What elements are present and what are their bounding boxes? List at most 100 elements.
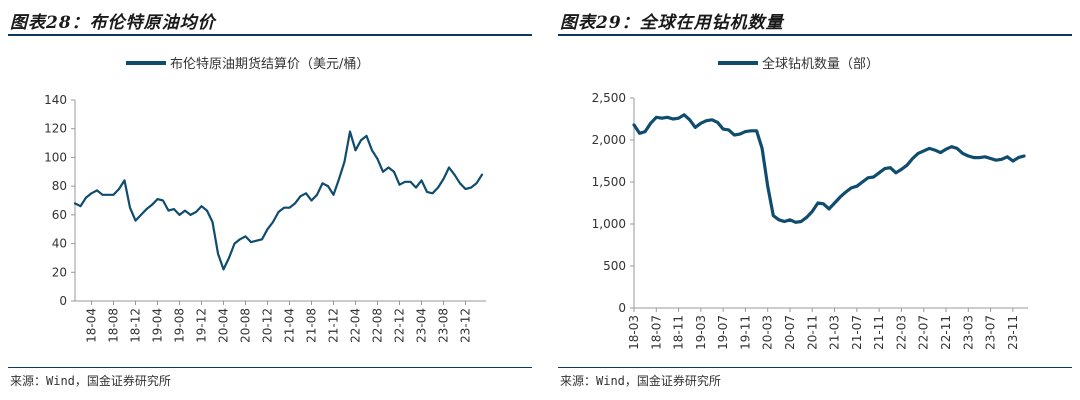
data-point bbox=[744, 130, 747, 133]
y-tick-label: 1,500 bbox=[592, 175, 626, 189]
data-point bbox=[956, 147, 958, 150]
data-point bbox=[217, 252, 219, 255]
data-point bbox=[995, 159, 997, 161]
x-tick-label: 20-03 bbox=[761, 315, 775, 350]
data-point bbox=[244, 235, 247, 238]
data-point bbox=[316, 194, 318, 196]
brent-panel: 图表28：布伦特原油均价 布伦特原油期货结算价（美元/桶） 0 20 40 60 80 1… bbox=[8, 13, 532, 388]
data-point bbox=[766, 185, 769, 187]
x-tick-label: 23-11 bbox=[1006, 315, 1020, 350]
data-point bbox=[85, 196, 87, 199]
x-tick-label: 20-12 bbox=[261, 308, 275, 343]
legend-label: 全球钻机数量（部） bbox=[762, 56, 879, 72]
data-point bbox=[79, 205, 82, 207]
data-point bbox=[761, 147, 763, 150]
data-point bbox=[470, 186, 472, 189]
brent-line-chart: 布伦特原油期货结算价（美元/桶） 0 20 40 60 80 100 120 140 18-04… bbox=[44, 56, 486, 343]
data-point bbox=[633, 124, 635, 126]
figure-title: 图表28：布伦特原油均价 bbox=[10, 13, 216, 33]
data-point bbox=[861, 181, 864, 183]
data-point bbox=[261, 238, 263, 241]
data-point bbox=[272, 221, 274, 223]
data-point bbox=[431, 192, 434, 195]
data-point bbox=[895, 172, 897, 174]
data-point bbox=[805, 216, 808, 219]
x-tick-label: 21-08 bbox=[305, 308, 319, 343]
data-point bbox=[984, 156, 986, 158]
data-point bbox=[856, 185, 858, 187]
data-point bbox=[917, 152, 919, 155]
data-point bbox=[189, 214, 192, 216]
data-point bbox=[365, 135, 368, 137]
data-point bbox=[967, 155, 970, 157]
data-point bbox=[973, 156, 975, 159]
x-tick-label: 22-11 bbox=[939, 315, 953, 350]
data-point bbox=[404, 181, 406, 183]
series-line bbox=[632, 113, 1026, 224]
x-tick-label: 21-04 bbox=[283, 308, 297, 343]
data-point bbox=[283, 206, 285, 209]
data-point bbox=[1012, 160, 1014, 162]
y-tick-label: 40 bbox=[52, 237, 67, 251]
data-point bbox=[156, 198, 159, 200]
data-point bbox=[711, 119, 713, 121]
footer-rule bbox=[558, 367, 1072, 368]
data-point bbox=[716, 121, 719, 124]
x-tick-label: 22-12 bbox=[393, 308, 407, 343]
data-point bbox=[288, 206, 291, 209]
y-tick-label: 0 bbox=[59, 294, 67, 308]
data-point bbox=[677, 117, 680, 119]
data-point bbox=[338, 178, 340, 180]
data-point bbox=[222, 268, 225, 271]
data-point bbox=[475, 182, 478, 185]
x-tick-label: 20-11 bbox=[805, 315, 819, 350]
data-point bbox=[453, 173, 456, 176]
y-tick-label: 500 bbox=[603, 259, 626, 273]
data-point bbox=[928, 147, 931, 150]
data-point bbox=[206, 209, 208, 212]
x-tick-label: 21-12 bbox=[327, 308, 341, 343]
data-point bbox=[294, 202, 296, 205]
data-point bbox=[162, 199, 164, 202]
data-point bbox=[889, 166, 892, 169]
data-point bbox=[867, 177, 869, 179]
data-point bbox=[672, 118, 674, 120]
y-tick-label: 60 bbox=[52, 208, 67, 222]
data-point bbox=[200, 205, 203, 207]
y-tick-label: 1,000 bbox=[592, 217, 626, 231]
data-point bbox=[233, 242, 236, 245]
y-tick-label: 20 bbox=[52, 265, 67, 279]
legend: 全球钻机数量（部） bbox=[718, 56, 879, 72]
x-tick-label: 18-07 bbox=[649, 315, 663, 350]
data-point bbox=[382, 171, 384, 173]
data-point bbox=[649, 122, 652, 124]
data-point bbox=[872, 176, 875, 178]
x-tick-label: 23-07 bbox=[984, 315, 998, 350]
data-point bbox=[459, 182, 461, 185]
data-point bbox=[811, 210, 814, 213]
data-point bbox=[195, 211, 197, 213]
data-point bbox=[228, 257, 230, 259]
data-point bbox=[666, 116, 669, 119]
x-tick-label: 19-04 bbox=[151, 308, 165, 343]
title-rule bbox=[558, 34, 1072, 36]
data-point bbox=[134, 219, 137, 222]
data-point bbox=[922, 150, 925, 152]
data-point bbox=[481, 173, 483, 176]
y-tick-label: 2,000 bbox=[592, 133, 626, 147]
data-point bbox=[772, 214, 775, 217]
data-point bbox=[1023, 155, 1025, 157]
x-tick-label: 22-08 bbox=[371, 308, 385, 343]
data-point bbox=[376, 158, 379, 160]
data-point bbox=[934, 149, 936, 151]
data-point bbox=[101, 194, 104, 196]
data-point bbox=[299, 195, 302, 197]
data-point bbox=[978, 156, 981, 159]
y-tick-label: 100 bbox=[44, 150, 67, 164]
data-point bbox=[437, 186, 439, 189]
data-point bbox=[828, 208, 830, 210]
x-tick-label: 18-11 bbox=[672, 315, 686, 350]
data-point bbox=[167, 209, 170, 212]
data-point bbox=[349, 130, 351, 133]
data-point bbox=[900, 168, 903, 171]
